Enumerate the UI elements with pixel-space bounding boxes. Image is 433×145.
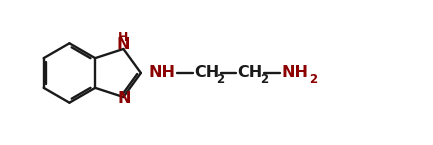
Text: N: N <box>116 37 130 52</box>
Text: CH: CH <box>194 66 219 80</box>
Text: 2: 2 <box>216 73 224 86</box>
Text: 2: 2 <box>309 73 317 86</box>
Text: N: N <box>118 90 131 106</box>
Text: CH: CH <box>237 66 263 80</box>
Text: NH: NH <box>149 66 176 80</box>
Text: 2: 2 <box>260 73 268 86</box>
Text: H: H <box>118 31 129 44</box>
Text: NH: NH <box>281 66 308 80</box>
